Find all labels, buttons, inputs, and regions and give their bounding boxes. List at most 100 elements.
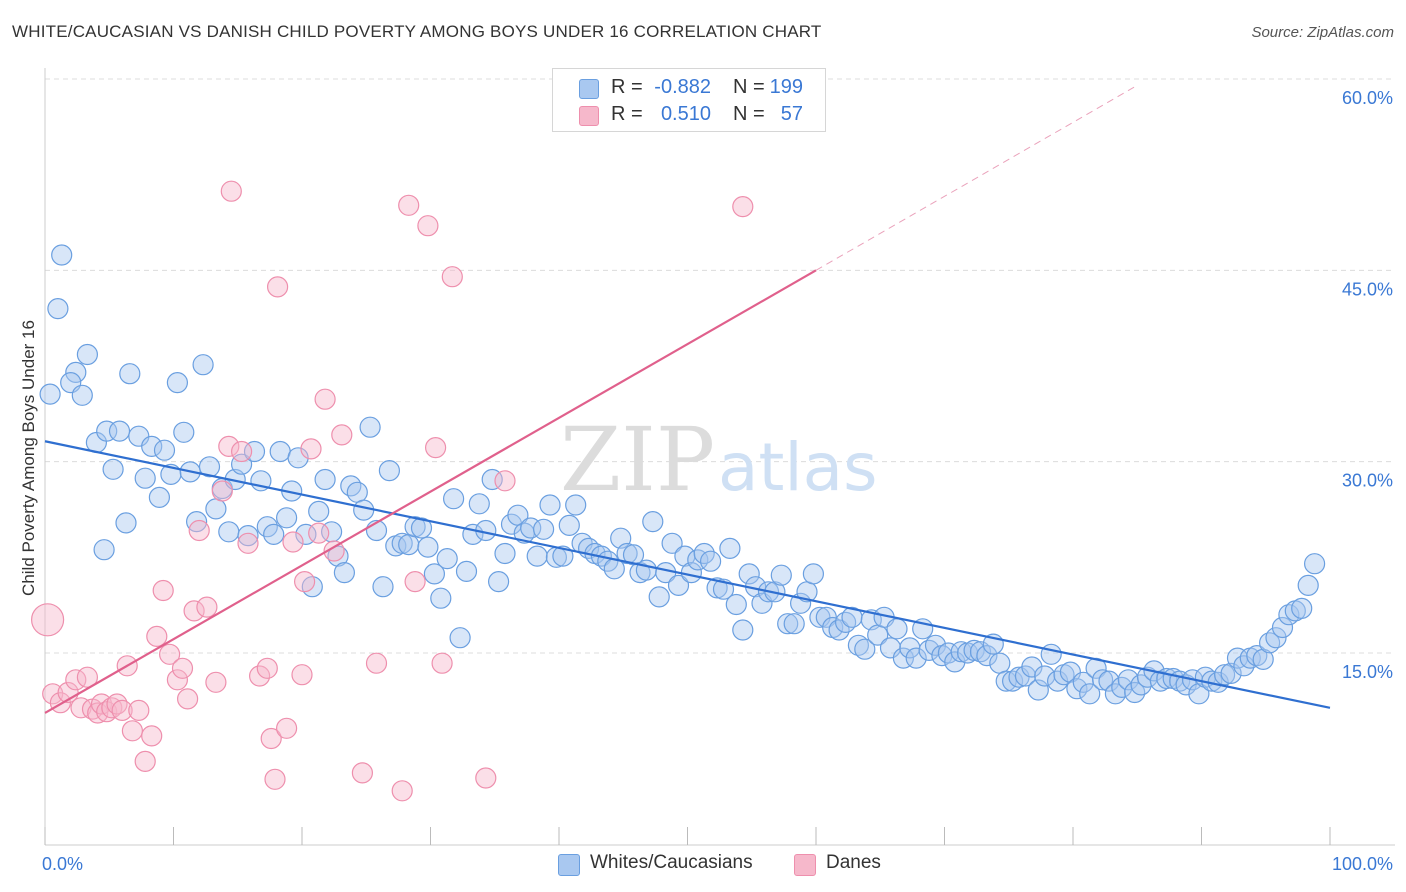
whites-point <box>398 533 420 556</box>
whites-point <box>892 647 915 669</box>
whites-point <box>417 536 439 558</box>
whites-point <box>635 559 658 581</box>
grid-lines <box>45 78 1395 654</box>
whites-point <box>802 563 825 585</box>
danes-point <box>166 669 188 691</box>
danes-point <box>732 196 754 218</box>
danes-point <box>177 688 199 710</box>
danes-point <box>314 388 336 410</box>
whites-point <box>886 618 908 640</box>
whites-point <box>51 244 73 266</box>
whites-point <box>719 537 741 560</box>
whites-point <box>924 634 947 656</box>
danes-point <box>211 480 233 502</box>
whites-point <box>148 486 170 508</box>
whites-point <box>430 587 452 609</box>
whites-point <box>976 644 998 667</box>
whites-point <box>173 421 195 443</box>
danes-point <box>264 768 286 790</box>
whites-point <box>372 576 394 598</box>
whites-point <box>119 363 141 385</box>
whites-point <box>65 361 87 383</box>
danes-point <box>294 570 316 593</box>
whites-point <box>699 550 722 572</box>
danes-point <box>431 652 453 674</box>
whites-point <box>218 521 240 543</box>
whites-point <box>532 518 555 540</box>
whites-point <box>141 435 163 457</box>
trend-line-danes <box>44 269 817 714</box>
x-tick-label: 0.0% <box>42 854 83 874</box>
whites-point <box>706 577 728 599</box>
whites-point <box>102 458 124 480</box>
danes-point <box>196 596 218 618</box>
danes-point <box>441 266 463 288</box>
whites-point <box>287 447 309 469</box>
whites-point <box>854 638 876 660</box>
legend-r-value: 0.510 <box>660 103 711 125</box>
danes-point <box>218 435 240 457</box>
y-tick-label: 30.0% <box>1342 471 1393 491</box>
whites-point <box>661 532 683 554</box>
danes-point <box>159 643 181 665</box>
legend-row-whites: R = -0.882 N = 199 <box>553 73 825 99</box>
danes-point <box>141 725 163 747</box>
whites-point <box>404 516 426 538</box>
whites-point <box>1034 665 1056 687</box>
danes-point <box>205 671 227 693</box>
whites-point <box>616 542 638 565</box>
y-tick-label: 60.0% <box>1342 88 1393 108</box>
whites-point <box>276 507 298 529</box>
whites-point <box>39 383 61 405</box>
whites-point <box>648 586 670 608</box>
whites-point <box>134 467 156 489</box>
danes-point <box>231 440 253 463</box>
whites-point <box>93 539 115 561</box>
whites-point <box>263 523 285 546</box>
whites-point <box>423 563 445 585</box>
legend-n-value: 199 <box>769 76 803 98</box>
whites-point <box>1040 643 1062 665</box>
danes-point <box>282 531 304 553</box>
whites-point <box>738 563 760 585</box>
danes-point <box>76 666 99 688</box>
danes-point <box>171 657 194 679</box>
danes-point <box>134 750 156 773</box>
danes-point <box>323 540 345 562</box>
x-tick-label: 100.0% <box>1332 854 1393 874</box>
whites-point <box>565 494 587 516</box>
danes-point <box>188 519 210 542</box>
legend-label-whites: Whites/Caucasians <box>590 852 753 873</box>
legend-swatch-whites <box>579 79 599 99</box>
axes <box>44 68 1395 846</box>
trend-line-danes-extension <box>815 84 1138 271</box>
danes-point <box>70 697 92 719</box>
danes-point <box>128 699 150 722</box>
source-credit: Source: ZipAtlas.com <box>1251 24 1394 41</box>
danes-point <box>249 665 271 687</box>
whites-point <box>1271 616 1294 639</box>
whites-point <box>1188 683 1210 705</box>
danes-point <box>391 780 413 802</box>
series-danes-points <box>30 180 754 802</box>
whites-point <box>455 560 478 583</box>
whites-point <box>166 372 188 394</box>
tick-labels: 15.0% 30.0% 45.0% 60.0% 0.0% 100.0% Child Pove… <box>19 88 1393 874</box>
whites-point <box>1291 597 1313 620</box>
danes-point <box>42 683 64 705</box>
whites-point <box>1303 553 1326 575</box>
whites-point <box>712 578 735 600</box>
whites-point <box>198 456 221 478</box>
whites-point <box>777 613 799 635</box>
whites-point <box>192 354 214 376</box>
danes-point <box>30 603 65 637</box>
danes-point <box>404 570 426 593</box>
whites-point <box>1278 604 1300 626</box>
whites-point <box>1104 683 1127 705</box>
whites-point <box>340 475 362 497</box>
whites-point <box>443 488 465 510</box>
danes-point <box>256 657 278 679</box>
danes-point <box>331 424 353 446</box>
whites-point <box>494 542 516 565</box>
whites-point <box>186 510 208 533</box>
